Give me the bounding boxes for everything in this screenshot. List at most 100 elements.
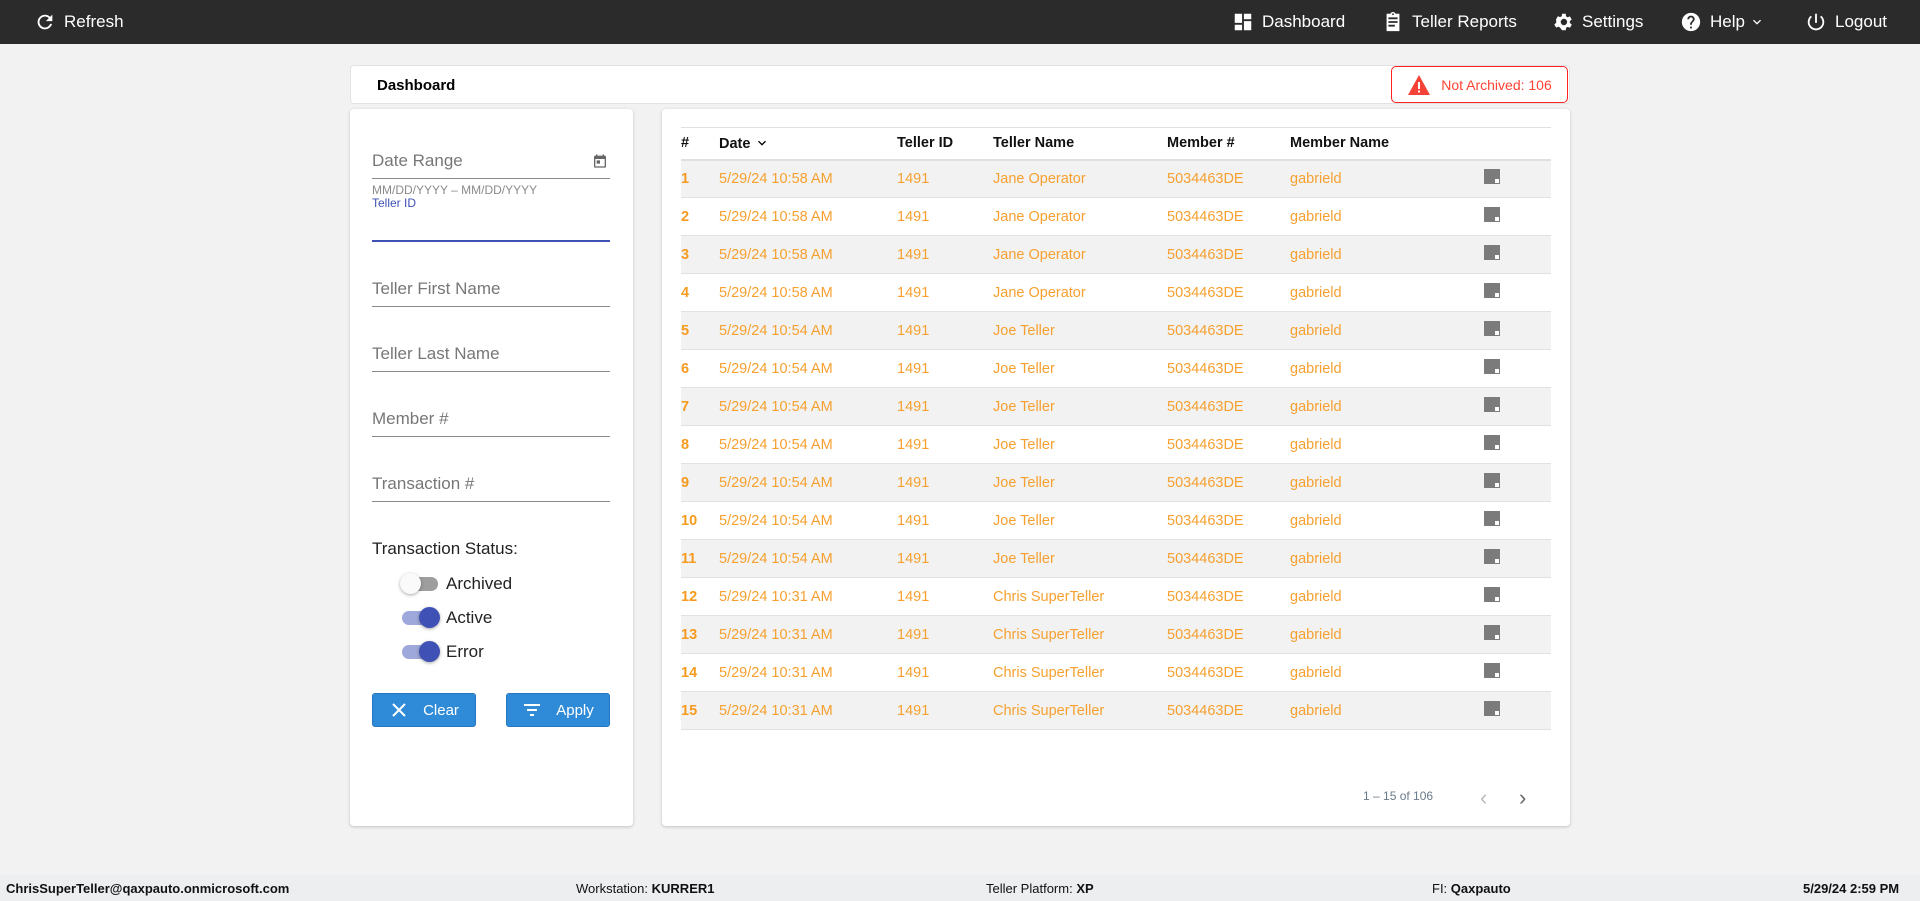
note-icon[interactable] (1484, 397, 1500, 412)
help-icon (1681, 12, 1701, 32)
field-label: Teller Last Name (372, 344, 500, 363)
table-cell: 1491 (897, 387, 993, 426)
table-row[interactable]: 10 5/29/24 10:54 AM 1491 Joe Teller 5034463D… (681, 501, 1551, 540)
toggle-error[interactable]: Error (402, 641, 484, 662)
table-cell: 9 (681, 463, 719, 502)
teller-id-input[interactable] (372, 240, 610, 242)
not-archived-badge[interactable]: Not Archived: 106 (1391, 66, 1568, 103)
table-cell: 1491 (897, 425, 993, 464)
toggle-active[interactable]: Active (402, 607, 492, 628)
column-label: Date (719, 135, 751, 152)
teller-first-name-input[interactable]: Teller First Name (372, 279, 610, 307)
note-icon[interactable] (1484, 701, 1500, 716)
apply-button[interactable]: Apply (506, 693, 610, 727)
table-cell: Jane Operator (993, 235, 1167, 274)
table-cell: 5034463DE (1167, 539, 1290, 578)
table-cell: Chris SuperTeller (993, 615, 1167, 654)
fi-value: Qaxpauto (1450, 881, 1511, 896)
status-footer: ChrisSuperTeller@qaxpauto.onmicrosoft.co… (0, 875, 1920, 901)
nav-settings[interactable]: Settings (1552, 0, 1643, 44)
table-row[interactable]: 12 5/29/24 10:31 AM 1491 Chris SuperTeller 5… (681, 577, 1551, 616)
note-icon[interactable] (1484, 207, 1500, 222)
table-row[interactable]: 15 5/29/24 10:31 AM 1491 Chris SuperTeller 5… (681, 691, 1551, 730)
table-row[interactable]: 14 5/29/24 10:31 AM 1491 Chris SuperTeller 5… (681, 653, 1551, 692)
note-icon[interactable] (1484, 473, 1500, 488)
clipboard-icon (1386, 11, 1400, 32)
table-cell: 1491 (897, 539, 993, 578)
note-icon[interactable] (1484, 245, 1500, 260)
table-cell: 5034463DE (1167, 273, 1290, 312)
column-label: Member Name (1290, 135, 1390, 152)
table-cell: 14 (681, 653, 719, 692)
table-cell: Jane Operator (993, 197, 1167, 236)
nav-dashboard[interactable]: Dashboard (1232, 0, 1345, 44)
transaction-number-input[interactable]: Transaction # (372, 474, 610, 502)
table-row[interactable]: 8 5/29/24 10:54 AM 1491 Joe Teller 5034463DE… (681, 425, 1551, 464)
table-row[interactable]: 9 5/29/24 10:54 AM 1491 Joe Teller 5034463DE… (681, 463, 1551, 502)
note-icon[interactable] (1484, 587, 1500, 602)
table-row[interactable]: 3 5/29/24 10:58 AM 1491 Jane Operator 503446… (681, 235, 1551, 274)
table-cell: gabrield (1290, 159, 1484, 198)
table-cell: gabrield (1290, 235, 1484, 274)
table-cell: 5/29/24 10:31 AM (719, 577, 897, 616)
date-range-input[interactable]: Date Range (372, 151, 610, 179)
note-icon[interactable] (1484, 549, 1500, 564)
table-row[interactable]: 2 5/29/24 10:58 AM 1491 Jane Operator 503446… (681, 197, 1551, 236)
filter-icon (524, 704, 541, 716)
note-icon[interactable] (1484, 435, 1500, 450)
table-cell (1484, 463, 1551, 502)
table-cell: 5034463DE (1167, 235, 1290, 274)
column-header: # (681, 127, 719, 161)
platform-value: XP (1076, 881, 1094, 896)
toggle-track (402, 641, 440, 662)
toggle-track (402, 607, 440, 628)
table-cell: 5/29/24 10:58 AM (719, 159, 897, 198)
table-cell (1484, 273, 1551, 312)
warning-icon (1408, 74, 1431, 95)
table-cell: 7 (681, 387, 719, 426)
nav-teller-reports[interactable]: Teller Reports (1382, 0, 1517, 44)
note-icon[interactable] (1484, 625, 1500, 640)
next-page-button[interactable]: › (1519, 785, 1526, 811)
table-row[interactable]: 4 5/29/24 10:58 AM 1491 Jane Operator 503446… (681, 273, 1551, 312)
note-icon[interactable] (1484, 169, 1500, 185)
refresh-label: Refresh (64, 12, 124, 31)
table-cell (1484, 691, 1551, 730)
table-cell: 1491 (897, 615, 993, 654)
table-cell: Joe Teller (993, 425, 1167, 464)
nav-logout[interactable]: Logout (1805, 0, 1887, 44)
table-cell (1484, 653, 1551, 692)
table-row[interactable]: 5 5/29/24 10:54 AM 1491 Joe Teller 5034463DE… (681, 311, 1551, 350)
toggle-thumb (419, 641, 440, 662)
power-icon (1807, 13, 1825, 31)
nav-label: Help (1710, 12, 1745, 31)
toggle-label: Archived (446, 574, 513, 593)
note-icon[interactable] (1484, 283, 1500, 298)
table-row[interactable]: 11 5/29/24 10:54 AM 1491 Joe Teller 5034463D… (681, 539, 1551, 578)
table-row[interactable]: 13 5/29/24 10:31 AM 1491 Chris SuperTeller 5… (681, 615, 1551, 654)
transactions-table: # Date Teller ID Teller Name Member # Member… (681, 127, 1551, 730)
column-header[interactable]: Date (719, 127, 897, 161)
teller-last-name-input[interactable]: Teller Last Name (372, 344, 610, 372)
note-icon[interactable] (1484, 511, 1500, 526)
table-cell: 1491 (897, 235, 993, 274)
note-icon[interactable] (1484, 359, 1500, 374)
refresh-button[interactable]: Refresh (34, 0, 124, 44)
table-cell: 1491 (897, 197, 993, 236)
member-number-input[interactable]: Member # (372, 409, 610, 437)
table-row[interactable]: 1 5/29/24 10:58 AM 1491 Jane Operator 503446… (681, 159, 1551, 198)
toggle-label: Error (446, 642, 484, 661)
date-range-label: Date Range (372, 151, 463, 170)
nav-help[interactable]: Help (1680, 0, 1773, 44)
calendar-icon[interactable] (592, 153, 608, 169)
table-cell (1484, 539, 1551, 578)
note-icon[interactable] (1484, 663, 1500, 678)
toggle-archived[interactable]: Archived (400, 573, 513, 594)
table-cell: 1491 (897, 311, 993, 350)
note-icon[interactable] (1484, 321, 1500, 336)
previous-page-button[interactable]: ‹ (1480, 785, 1487, 811)
table-row[interactable]: 7 5/29/24 10:54 AM 1491 Joe Teller 5034463DE… (681, 387, 1551, 426)
clear-button[interactable]: Clear (372, 693, 476, 727)
table-cell: 5/29/24 10:54 AM (719, 463, 897, 502)
table-row[interactable]: 6 5/29/24 10:54 AM 1491 Joe Teller 5034463DE… (681, 349, 1551, 388)
